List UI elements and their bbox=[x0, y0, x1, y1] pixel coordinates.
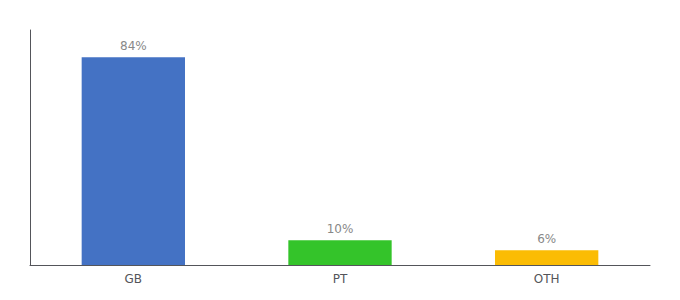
svg-text:PT: PT bbox=[333, 272, 348, 286]
svg-text:10%: 10% bbox=[327, 222, 354, 236]
svg-text:GB: GB bbox=[125, 272, 143, 286]
svg-text:OTH: OTH bbox=[534, 272, 560, 286]
svg-text:84%: 84% bbox=[120, 39, 147, 53]
svg-text:6%: 6% bbox=[537, 232, 556, 246]
